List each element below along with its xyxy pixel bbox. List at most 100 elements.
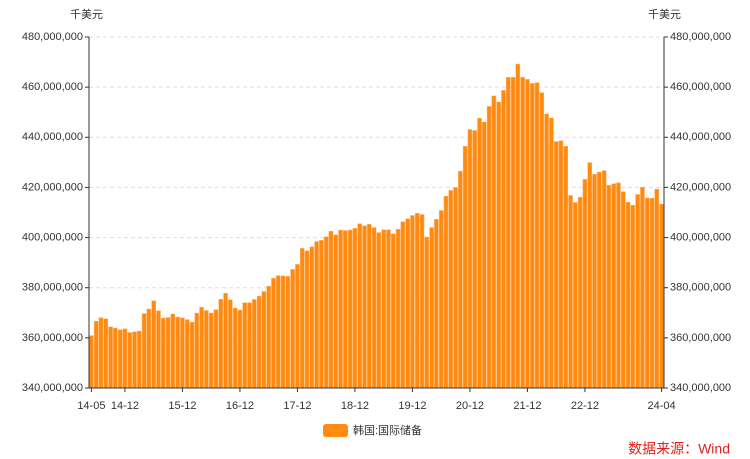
bar (218, 298, 224, 389)
bar (304, 250, 310, 389)
bar (491, 95, 497, 389)
bar (448, 190, 454, 389)
bar (208, 312, 214, 389)
bar (429, 227, 434, 389)
bar (577, 196, 583, 389)
bar (328, 231, 334, 389)
bar (616, 182, 621, 389)
bar (453, 187, 458, 389)
y2-tick-label: 400,000,000 (670, 231, 731, 243)
bar (170, 313, 176, 389)
bar (223, 292, 228, 389)
bar (252, 299, 257, 389)
bar (434, 219, 439, 389)
bar (93, 321, 99, 389)
bar (103, 318, 109, 389)
bar (132, 331, 137, 389)
bar (276, 275, 281, 389)
bar (108, 326, 113, 389)
bar (568, 195, 573, 389)
bar (204, 310, 209, 389)
bar (544, 113, 549, 389)
y2-tick-label: 420,000,000 (670, 181, 731, 193)
bar (295, 264, 300, 389)
bar (319, 240, 324, 389)
bar (510, 77, 516, 389)
bar (371, 227, 377, 389)
bar (381, 229, 386, 389)
bar (391, 233, 396, 389)
bar (89, 335, 94, 389)
bar (496, 101, 501, 389)
bar (400, 221, 406, 389)
bar (161, 317, 166, 389)
y-tick-label: 340,000,000 (22, 382, 83, 394)
y-tick-label: 460,000,000 (22, 81, 83, 93)
bar (601, 170, 607, 389)
bar (367, 224, 372, 389)
source: 数据来源：Wind (628, 441, 730, 457)
x-tick-label: 16-12 (226, 400, 254, 412)
bar (625, 201, 631, 389)
y2-tick-label: 460,000,000 (670, 81, 731, 93)
bar (199, 307, 204, 389)
x-tick-label: 17-12 (283, 400, 311, 412)
legend-swatch (323, 424, 348, 437)
y-tick-label: 360,000,000 (22, 332, 83, 344)
x-tick-label: 14-12 (111, 400, 139, 412)
bar (256, 295, 262, 389)
bar (549, 117, 554, 389)
x-tick-label: 22-12 (571, 400, 599, 412)
bar (424, 236, 430, 389)
bar (122, 328, 128, 389)
bar (299, 248, 305, 389)
bar (113, 327, 118, 389)
bar (232, 307, 238, 389)
legend-label: 韩国:国际储备 (353, 423, 422, 437)
bar (654, 188, 660, 389)
x-tick-label: 18-12 (341, 400, 369, 412)
bar (247, 302, 252, 389)
bar (621, 191, 626, 389)
bar (343, 230, 348, 389)
bar (189, 322, 195, 389)
bar (520, 77, 525, 389)
bar (592, 173, 597, 389)
y2-tick-label: 440,000,000 (670, 131, 731, 143)
bar (573, 202, 578, 389)
bar (98, 317, 104, 389)
bar (477, 117, 482, 389)
bar (414, 213, 420, 389)
bar (410, 215, 415, 389)
x-tick-label: 24-04 (648, 400, 676, 412)
y-tick-label: 400,000,000 (22, 231, 83, 243)
y-tick-label: 440,000,000 (22, 131, 83, 143)
bar (376, 232, 382, 389)
x-tick-label: 14-05 (77, 400, 105, 412)
bar (314, 241, 319, 389)
bar (338, 229, 343, 389)
bar (563, 146, 569, 389)
bar (558, 140, 564, 389)
bar (242, 302, 247, 389)
bar (146, 308, 152, 389)
x-tick-label: 15-12 (168, 400, 196, 412)
bar (117, 329, 123, 389)
x-tick-label: 20-12 (456, 400, 484, 412)
bar (649, 197, 655, 389)
bar (290, 269, 295, 389)
bar (611, 183, 616, 389)
y-tick-label: 480,000,000 (22, 31, 83, 43)
bar (438, 210, 444, 389)
bar (271, 277, 276, 389)
bar (515, 63, 521, 389)
bar (386, 229, 391, 389)
bar (472, 130, 477, 389)
bar (156, 310, 161, 389)
bar (237, 309, 243, 389)
bar (539, 92, 545, 389)
x-tick-label: 19-12 (398, 400, 426, 412)
bar (137, 330, 142, 389)
bar (261, 291, 267, 389)
y-tick-label: 420,000,000 (22, 181, 83, 193)
